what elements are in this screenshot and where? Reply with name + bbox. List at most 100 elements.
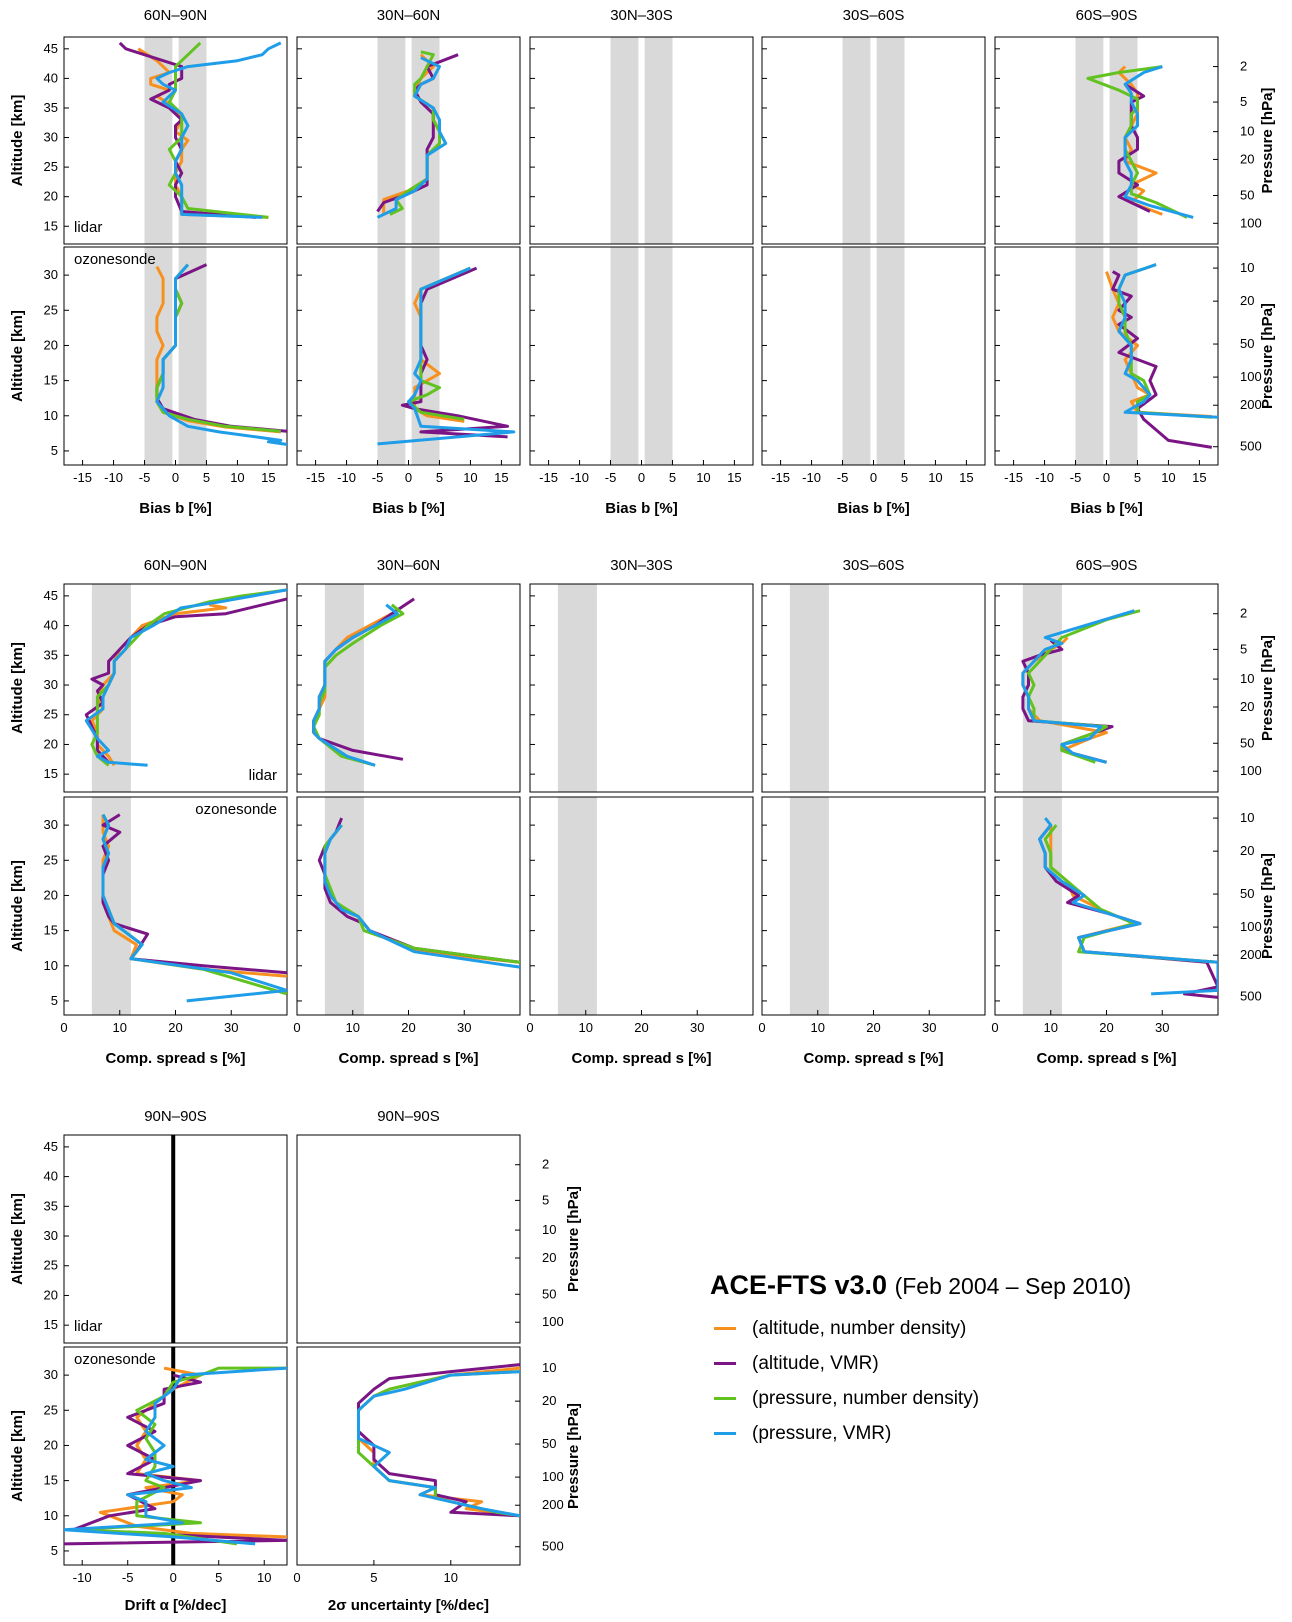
shaded-band (1022, 584, 1062, 792)
y-tick-label: 15 (44, 923, 58, 938)
y-tick-label: 45 (44, 588, 58, 603)
subpanel-label: lidar (249, 767, 277, 784)
y-tick-label: 25 (44, 1402, 58, 1417)
region-title: 30N–30S (610, 7, 673, 24)
x-tick-label: 0 (405, 470, 412, 485)
pressure-tick-label: 100 (1240, 369, 1262, 384)
x-axis-label: Drift α [%/dec] (125, 1597, 227, 1614)
series-line (376, 56, 448, 219)
y-tick-label: 40 (44, 1169, 58, 1184)
x-tick-label: 10 (463, 470, 477, 485)
series-line (357, 1366, 520, 1518)
x-tick-label: 10 (257, 1570, 271, 1585)
subpanel-label: lidar (74, 1318, 102, 1335)
pressure-axis-label: Pressure [hPa] (1259, 635, 1276, 741)
y-tick-label: 5 (51, 443, 58, 458)
series-line (357, 1363, 520, 1518)
y-tick-label: 30 (44, 130, 58, 145)
series-line (84, 588, 287, 767)
x-axis-label: Bias b [%] (372, 500, 445, 517)
x-tick-label: 5 (436, 470, 443, 485)
y-tick-label: 15 (44, 1473, 58, 1488)
y-axis-label: Altitude [km] (9, 642, 26, 734)
x-axis-label: 2σ uncertainty [%/dec] (328, 1597, 489, 1614)
pressure-tick-label: 10 (1240, 260, 1254, 275)
series-line (312, 603, 399, 767)
pressure-tick-label: 50 (1240, 336, 1254, 351)
shaded-band (610, 37, 639, 244)
y-tick-label: 30 (44, 817, 58, 832)
x-tick-label: 0 (172, 470, 179, 485)
shaded-band (842, 37, 871, 244)
y-tick-label: 15 (44, 373, 58, 388)
plot-frame (63, 1346, 288, 1566)
pressure-tick-label: 100 (542, 1469, 564, 1484)
legend-item-label: (altitude, number density) (752, 1317, 967, 1339)
y-tick-label: 25 (44, 707, 58, 722)
plot-frame (994, 583, 1219, 793)
y-tick-label: 20 (44, 736, 58, 751)
shaded-band (557, 797, 597, 1015)
x-axis-label: Comp. spread s [%] (105, 1050, 245, 1067)
legend-swatch (714, 1432, 736, 1435)
plot-frame (63, 1134, 288, 1344)
plot-frame (296, 246, 521, 466)
y-tick-label: 10 (44, 958, 58, 973)
x-tick-label: 20 (866, 1020, 880, 1035)
legend-item-label: (altitude, VMR) (752, 1352, 879, 1374)
plot-frame (994, 36, 1219, 245)
pressure-tick-label: 5 (542, 1192, 549, 1207)
x-tick-label: 0 (1103, 470, 1110, 485)
x-axis-label: Comp. spread s [%] (803, 1050, 943, 1067)
pressure-tick-label: 200 (1240, 947, 1262, 962)
x-tick-label: 10 (811, 1020, 825, 1035)
x-axis-label: Bias b [%] (837, 500, 910, 517)
pressure-axis-label: Pressure [hPa] (565, 1403, 582, 1509)
y-tick-label: 20 (44, 887, 58, 902)
x-tick-label: 10 (444, 1570, 458, 1585)
y-tick-label: 30 (44, 1367, 58, 1382)
plot-frame (761, 36, 986, 245)
series-line (1038, 824, 1218, 999)
y-tick-label: 15 (44, 1317, 58, 1332)
y-tick-label: 10 (44, 408, 58, 423)
x-tick-label: 0 (293, 1020, 300, 1035)
y-axis-label: Altitude [km] (9, 310, 26, 402)
pressure-tick-label: 20 (1240, 151, 1254, 166)
legend-item-label: (pressure, VMR) (752, 1422, 892, 1444)
x-tick-label: 0 (991, 1020, 998, 1035)
x-tick-label: -10 (73, 1570, 92, 1585)
x-tick-label: -15 (306, 470, 325, 485)
subpanel-label: lidar (74, 219, 102, 236)
legend-title: ACE-FTS v3.0 (Feb 2004 – Sep 2010) (710, 1270, 1270, 1301)
region-title: 30N–60N (377, 557, 440, 574)
shaded-band (842, 247, 871, 465)
pressure-tick-label: 20 (1240, 293, 1254, 308)
pressure-axis-label: Pressure [hPa] (1259, 853, 1276, 959)
y-tick-label: 30 (44, 267, 58, 282)
x-tick-label: -5 (1070, 470, 1082, 485)
pressure-tick-label: 200 (1240, 397, 1262, 412)
shaded-band (876, 37, 905, 244)
series-line (167, 41, 269, 219)
y-tick-label: 25 (44, 159, 58, 174)
y-axis-label: Altitude [km] (9, 1410, 26, 1502)
region-title: 30N–30S (610, 557, 673, 574)
pressure-tick-label: 50 (542, 1286, 556, 1301)
pressure-axis-label: Pressure [hPa] (1259, 88, 1276, 194)
x-tick-label: 5 (901, 470, 908, 485)
y-tick-label: 15 (44, 766, 58, 781)
x-tick-label: -5 (139, 470, 151, 485)
y-tick-label: 45 (44, 1139, 58, 1154)
x-tick-label: 0 (526, 1020, 533, 1035)
y-tick-label: 5 (51, 993, 58, 1008)
legend-swatch (714, 1327, 736, 1330)
legend-swatch (714, 1362, 736, 1365)
y-tick-label: 25 (44, 852, 58, 867)
x-tick-label: 0 (638, 470, 645, 485)
legend-item: (altitude, number density) (710, 1311, 1270, 1346)
pressure-tick-label: 10 (1240, 124, 1254, 139)
pressure-tick-label: 2 (1240, 606, 1247, 621)
y-tick-label: 20 (44, 337, 58, 352)
x-tick-label: -10 (337, 470, 356, 485)
